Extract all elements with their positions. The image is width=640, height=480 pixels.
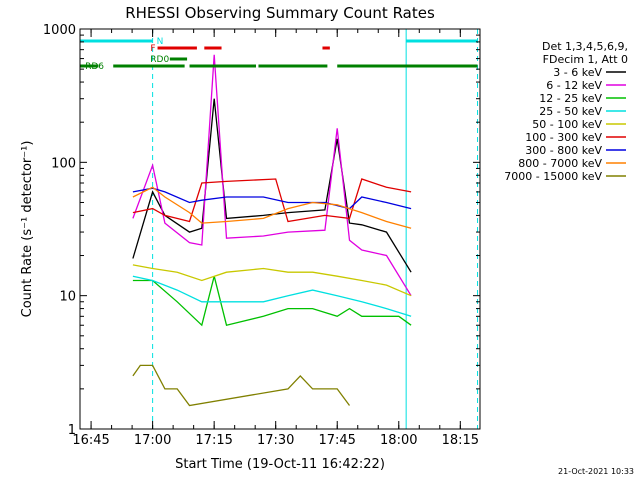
x-tick-label-2: 17:15 xyxy=(195,433,232,448)
x-axis-label: Start Time (19-Oct-11 16:42:22) xyxy=(175,457,385,472)
x-tick-label-4: 17:45 xyxy=(318,433,355,448)
legend-label-0: 3 - 6 keV xyxy=(553,66,602,79)
y-axis-label: Count Rate (s⁻¹ detector⁻¹) xyxy=(20,141,35,318)
series-line-3 xyxy=(132,275,412,317)
legend-label-1: 6 - 12 keV xyxy=(546,79,602,92)
flag-label-rd0: RD0 xyxy=(150,55,169,65)
legend-label-5: 100 - 300 keV xyxy=(525,131,602,144)
series-line-6 xyxy=(132,187,412,210)
legend-label-3: 25 - 50 keV xyxy=(539,105,602,118)
series-line-8 xyxy=(132,364,351,407)
legend-label-8: 7000 - 15000 keV xyxy=(504,170,602,183)
legend-label-4: 50 - 100 keV xyxy=(532,118,602,131)
legend-label-2: 12 - 25 keV xyxy=(539,92,602,105)
y-tick-label-3: 1000 xyxy=(43,23,76,38)
x-tick-label-0: 16:45 xyxy=(72,433,109,448)
legend-label-7: 800 - 7000 keV xyxy=(518,157,602,170)
legend-header-1: FDecim 1, Att 0 xyxy=(543,53,628,66)
series-line-5 xyxy=(132,178,412,223)
legend: Det 1,3,4,5,6,9,FDecim 1, Att 03 - 6 keV… xyxy=(504,40,628,183)
x-tick-label-5: 18:00 xyxy=(380,433,417,448)
series-line-1 xyxy=(132,54,412,297)
x-tick-label-6: 18:15 xyxy=(442,433,479,448)
x-tick-label-3: 17:30 xyxy=(257,433,294,448)
series-line-7 xyxy=(132,186,412,229)
y-axis: 1 10 100 1000 xyxy=(43,23,480,438)
chart-title: RHESSI Observing Summary Count Rates xyxy=(125,4,435,22)
legend-header-0: Det 1,3,4,5,6,9, xyxy=(542,40,628,53)
flag-label-rd6: RD6 xyxy=(85,62,104,72)
series-line-0 xyxy=(132,98,412,273)
y-tick-label-0: 1 xyxy=(68,423,76,438)
x-axis: 16:45 17:00 17:15 17:30 17:45 18:00 18:15 xyxy=(72,29,479,448)
y-tick-label-1: 10 xyxy=(59,290,76,305)
flag-label-n: N xyxy=(157,37,164,47)
series-line-4 xyxy=(132,264,412,297)
series-line-2 xyxy=(132,276,412,327)
plot-frame xyxy=(79,28,481,430)
y-tick-label-2: 100 xyxy=(51,156,76,171)
legend-label-6: 300 - 800 keV xyxy=(525,144,602,157)
x-tick-label-1: 17:00 xyxy=(134,433,171,448)
flag-label-f: F xyxy=(150,44,155,54)
timestamp-label: 21-Oct-2021 10:33 xyxy=(558,467,634,476)
